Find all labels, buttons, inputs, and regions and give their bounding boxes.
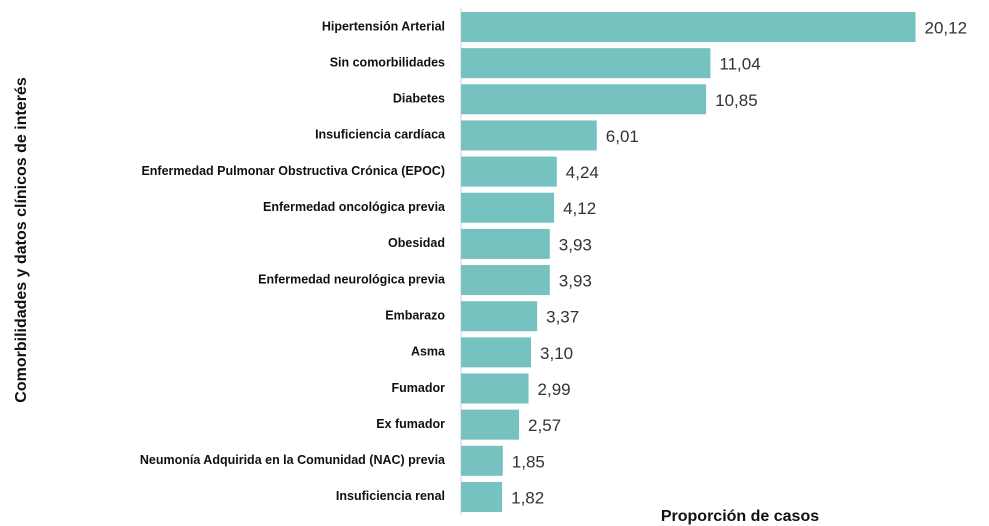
y-tick-label: Enfermedad oncológica previa [263,200,446,214]
y-tick-label: Insuficiencia renal [336,489,445,503]
bar [461,48,711,79]
bar [461,337,532,368]
y-axis-title: Comorbilidades y datos clínicos de inter… [13,77,30,403]
y-tick-label: Neumonía Adquirida en la Comunidad (NAC)… [140,453,446,467]
value-label: 3,37 [546,308,579,327]
value-label: 4,24 [566,163,599,182]
y-tick-label: Asma [411,345,446,359]
value-label: 6,01 [606,127,639,146]
bar [461,445,503,476]
bar [461,265,550,296]
value-label: 3,10 [540,344,573,363]
value-label: 3,93 [559,272,592,291]
y-tick-label: Diabetes [393,92,445,106]
value-label: 2,57 [528,416,561,435]
value-label: 4,12 [563,199,596,218]
y-tick-label: Fumador [392,381,446,395]
bar [461,84,707,115]
value-label: 1,82 [511,488,544,507]
bar [461,301,538,332]
value-label: 2,99 [538,380,571,399]
bar [461,481,503,512]
value-label: 20,12 [925,18,968,37]
value-label: 3,93 [559,235,592,254]
y-tick-label: Obesidad [388,236,445,250]
bar [461,192,555,223]
x-axis-title: Proporción de casos [661,508,819,525]
bar [461,156,557,187]
y-tick-label: Enfermedad Pulmonar Obstructiva Crónica … [141,164,445,178]
y-tick-label: Hipertensión Arterial [322,19,445,33]
value-label: 11,04 [719,55,760,74]
bar [461,120,597,151]
bar [461,409,520,440]
bar [461,228,550,259]
y-tick-label: Embarazo [385,308,445,322]
y-tick-label: Enfermedad neurológica previa [258,272,446,286]
bar [461,12,916,42]
y-tick-label: Insuficiencia cardíaca [315,128,446,142]
value-label: 1,85 [512,452,545,471]
y-tick-label: Ex fumador [376,417,445,431]
y-tick-label: Sin comorbilidades [330,55,445,69]
bar [461,373,529,404]
value-label: 10,85 [715,91,758,110]
